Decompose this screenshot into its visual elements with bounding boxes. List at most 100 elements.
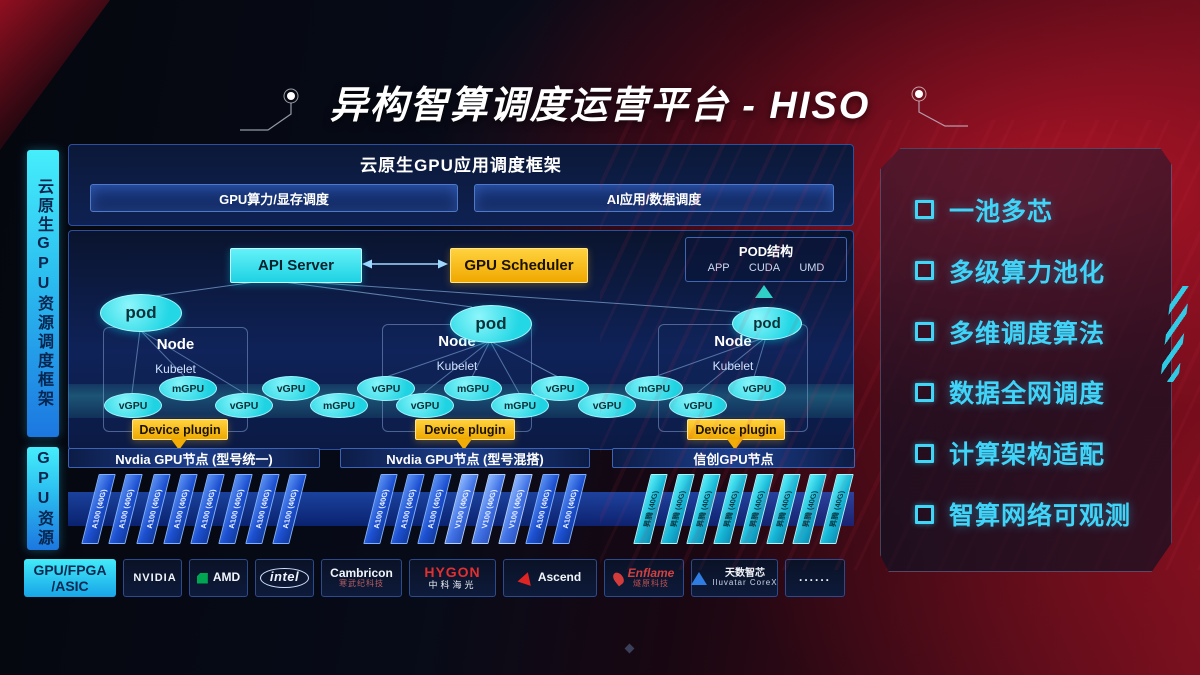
gpu-unit-ellipse: vGPU: [669, 393, 727, 418]
vendor-card-cambricon: Cambricon 寒武纪科技: [321, 559, 402, 597]
feature-text: 多维调度算法: [949, 319, 1106, 348]
kubelet-label: Kubelet: [436, 359, 478, 373]
gpu-unit-ellipse: vGPU: [578, 393, 636, 418]
checkbox-square-icon: [915, 261, 934, 281]
vendor-label: 燧原科技: [633, 579, 669, 589]
rail-label: 云原生GPU资源调度框架: [35, 178, 52, 409]
feature-item: 数据全网调度: [915, 374, 1161, 410]
pod-to-podstructure-arrow: [755, 285, 773, 298]
checkbox-square-icon: [915, 200, 934, 220]
vendor-labels: Enflame 燧原科技: [627, 566, 675, 589]
vendor-card-nvidia: NVIDIA: [123, 559, 182, 597]
feature-item: 多级算力池化: [915, 253, 1161, 289]
gpu-group-header-1: Nvdia GPU节点 (型号统一): [68, 448, 320, 468]
vendor-label: Enflame: [627, 566, 675, 580]
checkbox-square-icon: [915, 504, 934, 524]
vendor-label: AMD: [212, 570, 241, 585]
feature-text: 智算网络可观测: [949, 502, 1132, 531]
pod-item-umd: UMD: [799, 262, 825, 274]
vendor-labels: ......: [799, 571, 831, 584]
device-plugin-2: Device plugin: [415, 419, 515, 440]
gpu-unit-ellipse: vGPU: [396, 393, 454, 418]
amd-logo-icon: [196, 572, 208, 584]
vendor-card-iluvatar: 天数智芯 Iluvatar CoreX: [691, 559, 778, 597]
gpu-compute-memory-bar: GPU算力/显存调度: [90, 184, 458, 212]
vendor-labels: Ascend: [538, 571, 581, 584]
vendor-labels: intel: [259, 567, 310, 589]
checkbox-square-icon: [915, 382, 934, 402]
feature-text: 计算架构适配: [949, 441, 1106, 470]
vendor-label: HYGON: [424, 564, 481, 581]
gpu-unit-ellipse: vGPU: [215, 393, 273, 418]
pod-item-cuda: CUDA: [748, 262, 781, 274]
vendor-label: ......: [798, 570, 831, 585]
ai-app-data-bar: AI应用/数据调度: [474, 184, 834, 212]
pod-item-app: APP: [707, 262, 730, 274]
feature-item: 一池多芯: [915, 192, 1161, 228]
vendor-label: intel: [259, 567, 310, 589]
node-title: Node: [156, 336, 195, 353]
gpu-group-header-3: 信创GPU节点: [612, 448, 855, 468]
vendor-label: 中科海光: [428, 579, 477, 590]
vendor-label: Iluvatar CoreX: [712, 578, 778, 588]
vendor-card-amd: AMD: [189, 559, 248, 597]
app-scheduling-header: 云原生GPU应用调度框架: [360, 156, 562, 175]
vendor-labels: 天数智芯 Iluvatar CoreX: [712, 568, 777, 588]
gpu-unit-ellipse: mGPU: [159, 376, 217, 401]
api-server-box: API Server: [230, 248, 362, 283]
gpu-fpga-asic-chip: GPU/FPGA /ASIC: [24, 559, 116, 597]
gpu-unit-ellipse: vGPU: [728, 376, 786, 401]
device-plugin-arrow-3: [727, 439, 743, 450]
gpu-group-header-2: Nvdia GPU节点 (型号混搭): [340, 448, 590, 468]
feature-text: 一池多芯: [949, 197, 1054, 226]
vendor-labels: NVIDIA: [133, 572, 176, 584]
pod-ellipse-2: pod: [450, 305, 532, 343]
vendor-card-intel: intel: [255, 559, 314, 597]
pod-ellipse-3: pod: [732, 307, 802, 340]
page-title: 异构智算调度运营平台 - HISO: [329, 85, 871, 127]
gpu-unit-ellipse: mGPU: [444, 376, 502, 401]
feature-item: 智算网络可观测: [915, 496, 1161, 532]
vendor-card-enflame: Enflame 燧原科技: [604, 559, 684, 597]
vendor-labels: Cambricon 寒武纪科技: [330, 566, 393, 589]
feature-text: 数据全网调度: [949, 380, 1106, 409]
kubelet-label: Kubelet: [155, 362, 196, 376]
chip-line-2: /ASIC: [51, 578, 89, 594]
pod-structure-title: POD结构: [738, 244, 794, 259]
vendor-label: Cambricon: [330, 566, 393, 580]
kubelet-label: Kubelet: [712, 359, 754, 373]
vendor-card-more: ......: [785, 559, 845, 597]
device-plugin-1: Device plugin: [132, 419, 228, 440]
feature-item: 多维调度算法: [915, 314, 1161, 350]
checkbox-square-icon: [915, 322, 934, 342]
gpu-unit-ellipse: vGPU: [262, 376, 320, 401]
vendor-labels: AMD: [213, 571, 240, 584]
device-plugin-arrow-1: [171, 439, 187, 450]
iluvatar-logo-icon: [691, 571, 708, 585]
device-plugin-arrow-2: [456, 439, 472, 450]
vendor-card-ascend: Ascend: [503, 559, 597, 597]
vendor-strip: GPU/FPGA /ASIC NVIDIA AMD intel Cambricon 寒武…: [24, 559, 845, 597]
gpu-scheduler-box: GPU Scheduler: [450, 248, 588, 283]
vendor-label: NVIDIA: [133, 571, 177, 584]
feature-text: 多级算力池化: [949, 258, 1106, 287]
node-box-3: Node Kubelet: [658, 324, 808, 432]
vendor-labels: HYGON 中科海光: [424, 564, 481, 590]
pod-structure-box: POD结构 APP CUDA UMD: [685, 237, 847, 282]
gpu-unit-ellipse: mGPU: [310, 393, 368, 418]
feature-item: 计算架构适配: [915, 435, 1161, 471]
footer-marker: [624, 643, 635, 654]
gpu-unit-ellipse: vGPU: [531, 376, 589, 401]
feature-panel: 一池多芯多级算力池化 多维调度算法 数据全网调度 计算架构适配 智算网络可观测: [880, 148, 1172, 572]
vendor-label: Ascend: [537, 570, 582, 585]
vendor-label: 天数智芯: [725, 568, 765, 580]
chip-line-1: GPU/FPGA: [33, 561, 107, 578]
gpu-unit-ellipse: mGPU: [625, 376, 683, 401]
enflame-logo-icon: [610, 570, 626, 586]
vendor-card-hygon: HYGON 中科海光: [409, 559, 496, 597]
device-plugin-3: Device plugin: [687, 419, 785, 440]
rail-gpu-resources: GPU资源: [27, 447, 59, 550]
ascend-logo-icon: [517, 570, 535, 586]
pod-ellipse-1: pod: [100, 294, 182, 332]
